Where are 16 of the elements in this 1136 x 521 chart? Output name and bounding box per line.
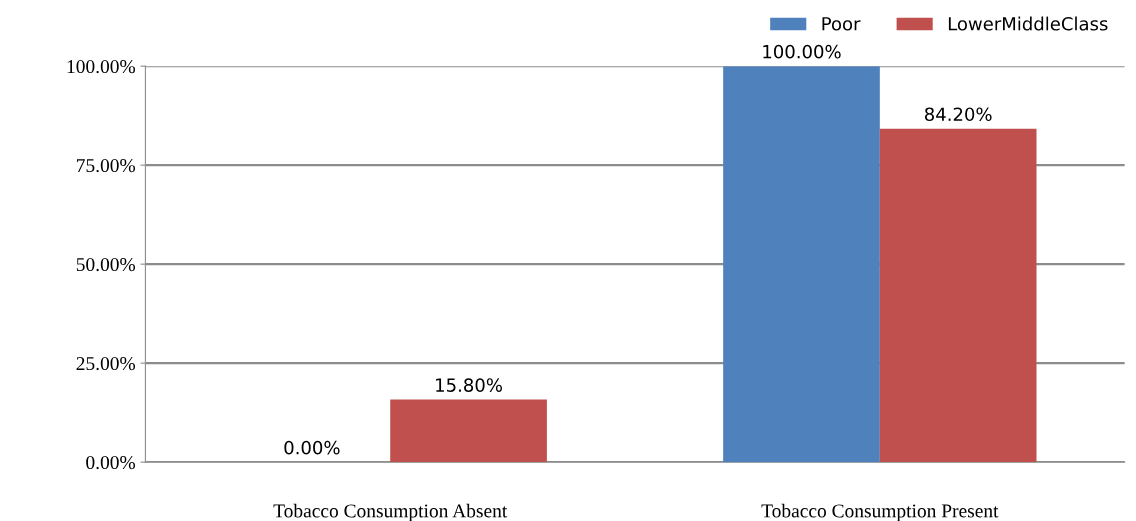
y-tick-label: 0.00% xyxy=(86,455,136,470)
text: 100.00% xyxy=(763,44,841,59)
y-tick-label: 50.00% xyxy=(76,257,136,272)
bar xyxy=(390,399,547,463)
bar xyxy=(879,128,1037,463)
y-tick-label: 100.00% xyxy=(67,59,136,74)
text: 0.00% xyxy=(284,440,340,455)
x-tick-label: Tobacco Consumption Present xyxy=(761,503,999,521)
bar xyxy=(723,66,880,463)
text: 15.80% xyxy=(436,378,502,392)
y-tick-label: 75.00% xyxy=(77,158,136,173)
text: 84.20% xyxy=(924,107,992,122)
legend-label: Poor xyxy=(822,17,861,31)
y-tick-label: 25.00% xyxy=(76,356,136,371)
x-tick-label: Tobacco Consumption Absent xyxy=(273,503,508,521)
legend-label: LowerMiddleClass xyxy=(948,16,1108,31)
